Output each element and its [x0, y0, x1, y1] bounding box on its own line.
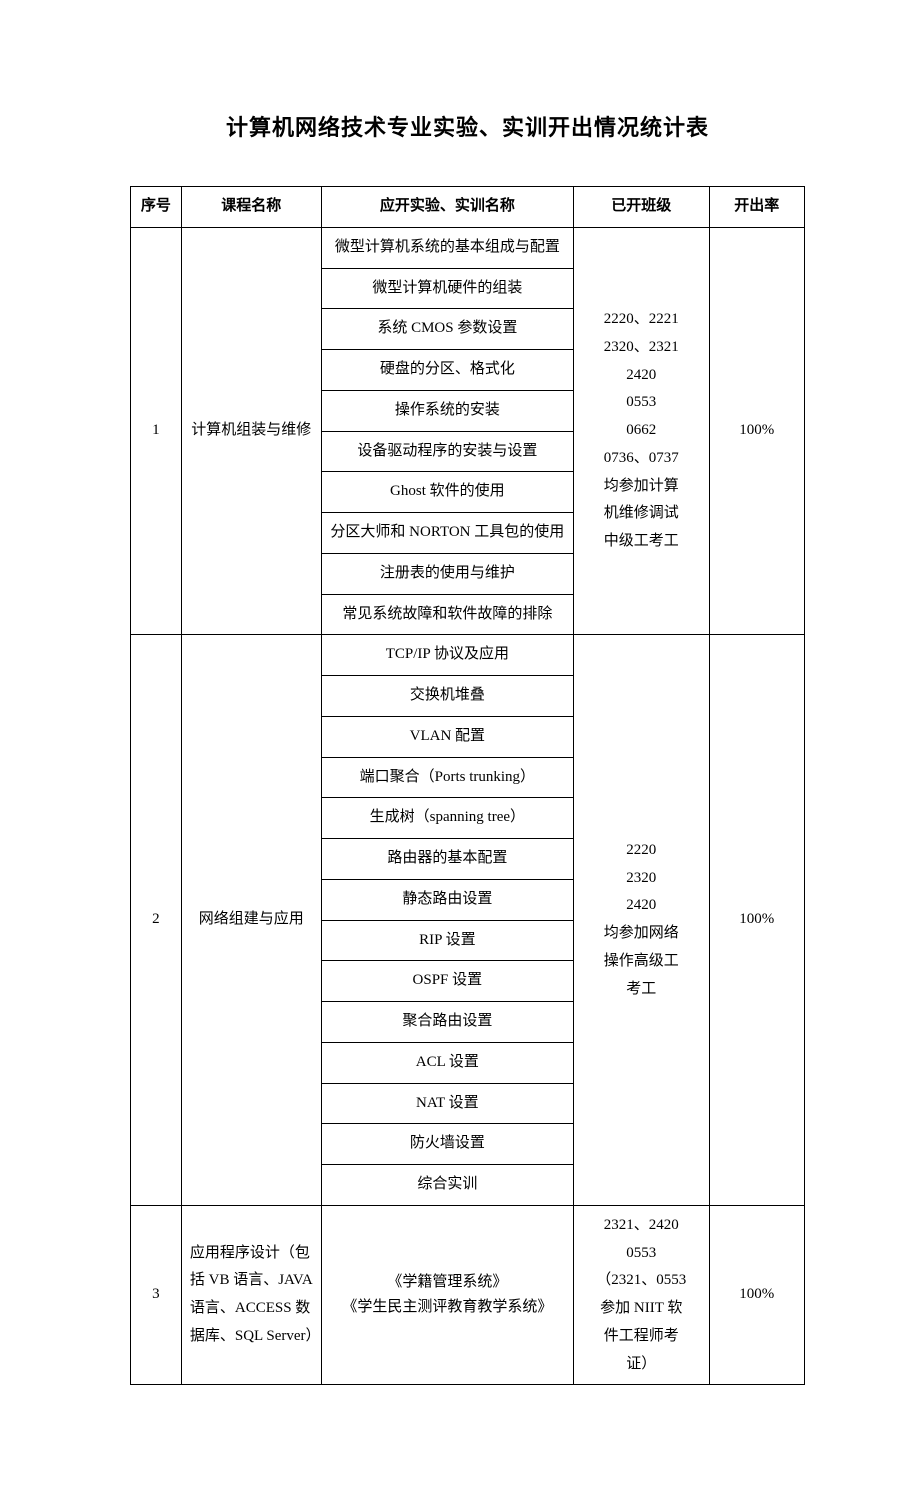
- cell-experiment: 微型计算机硬件的组装: [321, 268, 573, 309]
- cell-experiment: 微型计算机系统的基本组成与配置: [321, 227, 573, 268]
- cell-seq: 1: [131, 227, 182, 635]
- cell-experiment: OSPF 设置: [321, 961, 573, 1002]
- cell-experiment: RIP 设置: [321, 920, 573, 961]
- cell-classes: 2220、22212320、23212420055306620736、0737均…: [573, 227, 709, 635]
- cell-experiment: 生成树（spanning tree）: [321, 798, 573, 839]
- cell-rate: 100%: [709, 1205, 804, 1385]
- table-row: 2网络组建与应用TCP/IP 协议及应用222023202420均参加网络操作高…: [131, 635, 805, 676]
- cell-experiment: 路由器的基本配置: [321, 839, 573, 880]
- cell-course: 应用程序设计（包括 VB 语言、JAVA语言、ACCESS 数据库、SQL Se…: [181, 1205, 321, 1385]
- cell-rate: 100%: [709, 635, 804, 1206]
- cell-seq: 3: [131, 1205, 182, 1385]
- cell-experiment: 操作系统的安装: [321, 390, 573, 431]
- header-experiment: 应开实验、实训名称: [321, 187, 573, 228]
- cell-course: 网络组建与应用: [181, 635, 321, 1206]
- cell-seq: 2: [131, 635, 182, 1206]
- cell-experiment: 静态路由设置: [321, 879, 573, 920]
- cell-experiment: 端口聚合（Ports trunking）: [321, 757, 573, 798]
- cell-experiment: 设备驱动程序的安装与设置: [321, 431, 573, 472]
- cell-experiment: 常见系统故障和软件故障的排除: [321, 594, 573, 635]
- cell-experiment: 综合实训: [321, 1165, 573, 1206]
- cell-experiment: TCP/IP 协议及应用: [321, 635, 573, 676]
- cell-experiment: 防火墙设置: [321, 1124, 573, 1165]
- header-classes: 已开班级: [573, 187, 709, 228]
- cell-experiment: 聚合路由设置: [321, 1002, 573, 1043]
- header-seq: 序号: [131, 187, 182, 228]
- cell-experiment: NAT 设置: [321, 1083, 573, 1124]
- table-header-row: 序号 课程名称 应开实验、实训名称 已开班级 开出率: [131, 187, 805, 228]
- cell-experiment: 交换机堆叠: [321, 676, 573, 717]
- header-course: 课程名称: [181, 187, 321, 228]
- table-row: 3应用程序设计（包括 VB 语言、JAVA语言、ACCESS 数据库、SQL S…: [131, 1205, 805, 1385]
- page-title: 计算机网络技术专业实验、实训开出情况统计表: [130, 110, 805, 142]
- cell-experiment: VLAN 配置: [321, 716, 573, 757]
- stats-table: 序号 课程名称 应开实验、实训名称 已开班级 开出率 1计算机组装与维修微型计算…: [130, 186, 805, 1385]
- cell-experiment: Ghost 软件的使用: [321, 472, 573, 513]
- cell-experiment: 硬盘的分区、格式化: [321, 350, 573, 391]
- cell-classes: 2321、24200553（2321、0553参加 NIIT 软件工程师考证）: [573, 1205, 709, 1385]
- header-rate: 开出率: [709, 187, 804, 228]
- cell-experiment: 分区大师和 NORTON 工具包的使用: [321, 513, 573, 554]
- cell-experiment: 注册表的使用与维护: [321, 553, 573, 594]
- cell-classes: 222023202420均参加网络操作高级工考工: [573, 635, 709, 1206]
- cell-rate: 100%: [709, 227, 804, 635]
- table-row: 1计算机组装与维修微型计算机系统的基本组成与配置2220、22212320、23…: [131, 227, 805, 268]
- cell-experiment: 系统 CMOS 参数设置: [321, 309, 573, 350]
- cell-experiment: 《学籍管理系统》《学生民主测评教育教学系统》: [321, 1205, 573, 1385]
- cell-experiment: ACL 设置: [321, 1042, 573, 1083]
- cell-course: 计算机组装与维修: [181, 227, 321, 635]
